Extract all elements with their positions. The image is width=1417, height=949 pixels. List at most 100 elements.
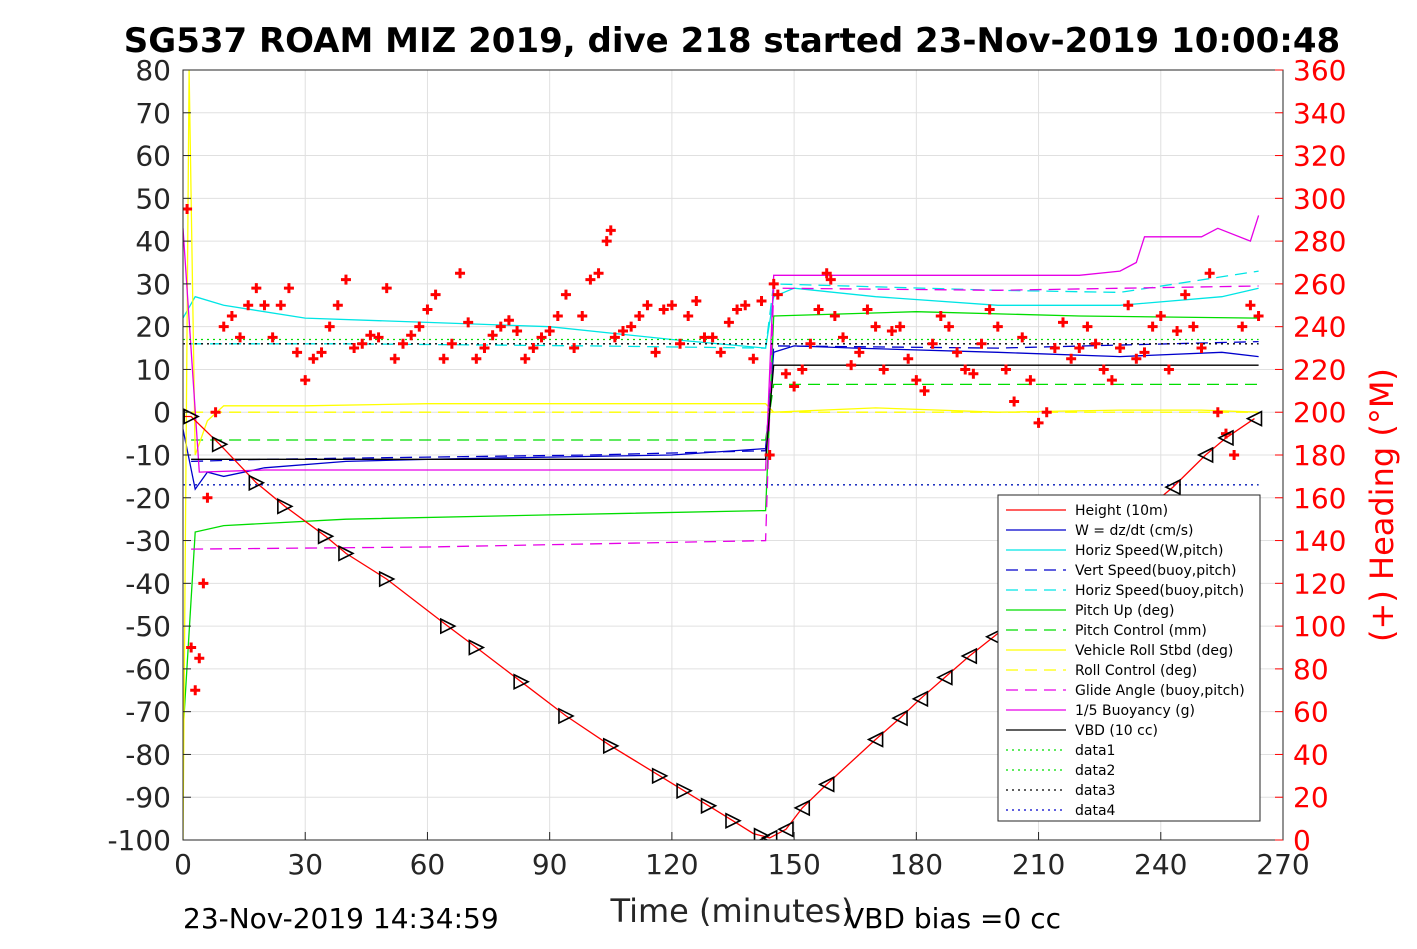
height-marker <box>440 617 457 635</box>
heading-marker <box>536 332 547 343</box>
y2-tick-label: 360 <box>1293 54 1346 87</box>
heading-marker <box>479 343 490 354</box>
height-marker <box>513 673 530 691</box>
y-tick-label: 40 <box>135 225 171 258</box>
heading-marker <box>503 315 514 326</box>
x-tick-label: 150 <box>767 848 820 881</box>
height-marker <box>777 821 794 838</box>
legend-label: Height (10m) <box>1075 503 1168 519</box>
height-marker <box>753 827 771 840</box>
heading-marker <box>666 300 677 311</box>
heading-marker <box>202 492 213 503</box>
heading-marker <box>528 343 539 354</box>
y2-tick-label: 260 <box>1293 268 1346 301</box>
heading-marker <box>789 381 800 392</box>
y2-tick-label: 280 <box>1293 225 1346 258</box>
heading-marker <box>1163 364 1174 375</box>
heading-marker <box>846 360 857 371</box>
heading-marker <box>1025 375 1036 386</box>
heading-marker <box>194 653 205 664</box>
y2-tick-label: 0 <box>1293 824 1311 857</box>
heading-marker <box>267 332 278 343</box>
heading-marker <box>984 304 995 315</box>
x-tick-label: 120 <box>645 848 698 881</box>
heading-marker <box>422 304 433 315</box>
heading-marker <box>414 321 425 332</box>
height-marker <box>760 829 778 840</box>
heading-marker <box>292 347 303 358</box>
x-tick-label: 240 <box>1134 848 1187 881</box>
legend-label: Vert Speed(buoy,pitch) <box>1075 563 1237 579</box>
heading-marker <box>190 685 201 696</box>
heading-marker <box>911 375 922 386</box>
heading-marker <box>585 274 596 285</box>
heading-marker <box>952 347 963 358</box>
height-marker <box>1245 410 1263 427</box>
heading-marker <box>1098 364 1109 375</box>
height-marker <box>960 647 978 665</box>
series-line-11 <box>191 364 1259 460</box>
heading-marker <box>1196 343 1207 354</box>
heading-marker <box>226 310 237 321</box>
height-marker <box>378 570 396 588</box>
x-tick-label: 180 <box>890 848 943 881</box>
height-marker <box>676 782 693 800</box>
height-marker <box>248 474 266 492</box>
heading-marker <box>626 321 637 332</box>
series-line-10 <box>183 215 1260 473</box>
height-marker <box>866 731 884 748</box>
heading-marker <box>1000 364 1011 375</box>
heading-marker <box>605 225 616 236</box>
heading-marker <box>821 268 832 279</box>
y2-tick-label: 80 <box>1293 653 1329 686</box>
heading-marker <box>1131 353 1142 364</box>
heading-marker <box>862 304 873 315</box>
heading-marker <box>723 317 734 328</box>
heading-marker <box>1049 343 1060 354</box>
heading-marker <box>943 321 954 332</box>
y-tick-label: -90 <box>125 781 171 814</box>
y2-tick-label: 240 <box>1293 311 1346 344</box>
heading-marker <box>756 296 767 306</box>
heading-marker <box>870 321 881 332</box>
heading-marker <box>1082 321 1093 332</box>
y-tick-label: 50 <box>135 182 171 215</box>
heading-marker <box>927 338 938 349</box>
series-line-1 <box>183 345 1259 491</box>
heading-marker <box>1009 396 1020 407</box>
y2-tick-label: 160 <box>1293 482 1346 515</box>
x-tick-label: 90 <box>532 848 568 881</box>
heading-marker <box>235 332 246 343</box>
heading-marker <box>471 353 482 364</box>
heading-marker <box>552 310 563 321</box>
heading-marker <box>772 289 783 300</box>
y2-tick-label: 20 <box>1293 781 1329 814</box>
y2-tick-label: 140 <box>1293 525 1346 558</box>
heading-marker <box>1204 268 1215 279</box>
legend-label: Horiz Speed(W,pitch) <box>1075 543 1223 559</box>
heading-marker <box>780 368 791 379</box>
heading-marker <box>275 300 286 311</box>
heading-marker <box>618 325 628 336</box>
height-marker <box>317 527 335 545</box>
heading-marker <box>768 278 779 289</box>
y-tick-label: -40 <box>125 567 171 600</box>
series-line-6 <box>191 383 1259 441</box>
heading-marker <box>373 332 384 343</box>
heading-marker <box>1229 450 1240 460</box>
y-tick-label: -100 <box>107 824 171 857</box>
heading-marker <box>544 325 555 336</box>
y2-tick-label: 300 <box>1293 182 1346 215</box>
y-tick-label: -20 <box>125 482 171 515</box>
heading-marker <box>813 304 824 315</box>
heading-marker <box>430 289 441 300</box>
y2-tick-label: 200 <box>1293 396 1346 429</box>
heading-marker <box>512 325 523 336</box>
heading-marker <box>634 310 645 321</box>
legend: Height (10m) W = dz/dt (cm/s) Horiz Speed(… <box>997 494 1261 822</box>
heading-marker <box>463 317 474 328</box>
heading-marker <box>520 353 531 364</box>
heading-marker <box>186 642 197 653</box>
